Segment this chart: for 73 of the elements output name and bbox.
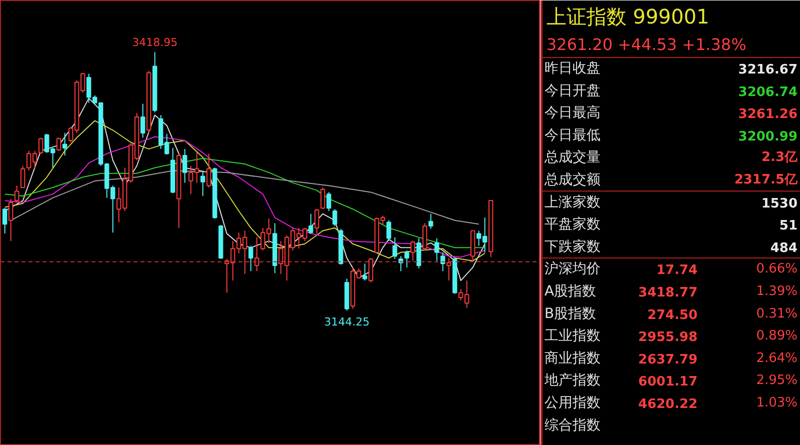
candlestick [326, 192, 332, 212]
text: 3261.20 +44.53 +1.38% [546, 35, 746, 54]
text: 0.31% [756, 306, 798, 322]
text: 2955.98 [638, 330, 698, 346]
candlestick [428, 213, 434, 230]
text: 3200.99 [738, 129, 798, 144]
candlestick [38, 137, 44, 154]
category-label: 商业指数 [544, 350, 600, 366]
category-label: 沪深均价 [544, 261, 600, 278]
category-label: A股指数 [544, 284, 596, 300]
category-label: 总成交量 [544, 150, 600, 166]
category-label: 总成交额 [544, 172, 600, 188]
text: 51 [779, 218, 798, 234]
candlestick [14, 185, 20, 204]
text: 1530 [761, 196, 798, 212]
text: 2.95% [756, 373, 798, 388]
text: 0.66% [756, 262, 798, 277]
category-label: 地产指数 [544, 372, 600, 389]
annotation: 3144.25 [324, 315, 370, 328]
category-label: 下跌家数 [544, 238, 600, 255]
text: 1.39% [756, 284, 798, 299]
text: 1.03% [756, 396, 798, 410]
candlestick [2, 208, 8, 234]
candlestick [416, 238, 422, 269]
category-label: 公用指数 [544, 395, 600, 411]
candlestick [362, 263, 368, 282]
text: 3418.77 [638, 286, 698, 300]
candlestick [410, 240, 416, 262]
candlestick [200, 170, 206, 196]
text: 6001.17 [638, 374, 698, 390]
text: 2317.5亿 [734, 172, 798, 188]
text: 17.74 [656, 263, 698, 278]
category-label: 今日开盘 [544, 82, 600, 99]
candlestick [314, 208, 320, 234]
category-label: 昨日收盘 [544, 60, 600, 76]
text: 3206.74 [738, 84, 798, 100]
candlestick [392, 236, 398, 260]
category-label: B股指数 [544, 306, 596, 322]
category-label: 平盘家数 [544, 216, 600, 233]
candlestick [404, 250, 410, 268]
category-label: 上涨家数 [544, 194, 600, 210]
candlestick [386, 220, 392, 242]
candlestick [332, 208, 338, 227]
text: 2.3亿 [761, 150, 798, 166]
candlestick [56, 137, 62, 152]
text: 274.50 [647, 308, 698, 323]
text: 3216.67 [738, 62, 798, 78]
text: 484 [770, 240, 798, 256]
text: 3261.26 [738, 107, 798, 122]
candlestick [140, 103, 146, 138]
candlestick [446, 258, 452, 282]
text: 4620.22 [638, 397, 698, 412]
candlestick [254, 236, 260, 272]
text: 上证指数 999001 [546, 4, 710, 28]
candlestick [62, 132, 68, 156]
text: 2637.79 [638, 352, 698, 368]
text: 2.64% [756, 350, 798, 366]
category-label: 工业指数 [544, 328, 600, 344]
candlestick [20, 165, 26, 188]
text: 0.89% [756, 328, 798, 344]
candlestick [182, 148, 188, 184]
candlestick [434, 238, 440, 262]
category-label: 今日最高 [544, 105, 600, 122]
candlestick [320, 186, 326, 210]
candlestick [206, 153, 212, 188]
candlestick [308, 213, 314, 234]
candlestick [368, 258, 374, 283]
candlestick [8, 198, 14, 242]
candlestick [422, 222, 428, 251]
category-label: 综合指数 [544, 417, 600, 434]
annotation: 3418.95 [132, 36, 178, 50]
category-label: 今日最低 [544, 127, 600, 144]
candlestick [248, 245, 254, 272]
